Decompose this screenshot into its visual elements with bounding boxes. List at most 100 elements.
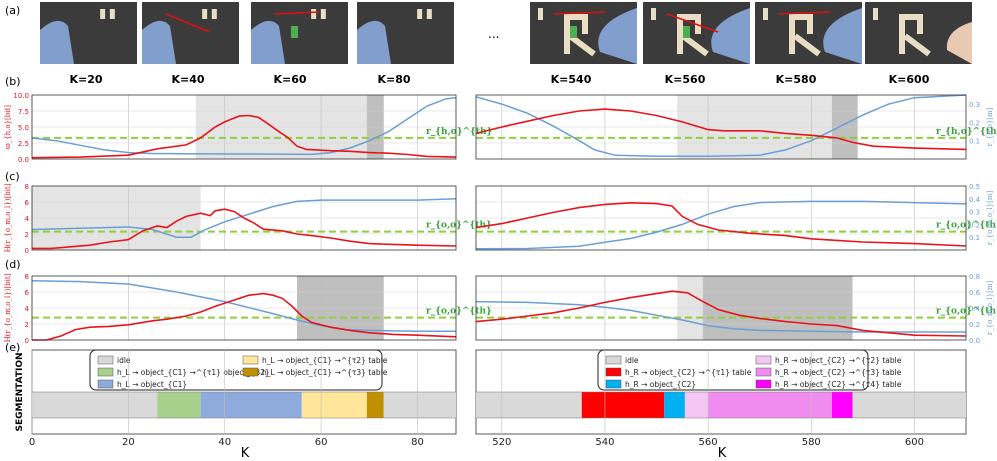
panel-d-left: r_{o,o}^{th} 0 2 4 6 8 H(r_{o_m,o_l})[bit] (4, 273, 492, 345)
video-frames (40, 2, 972, 64)
legend-item: h_R → object_{C2} (605, 379, 696, 389)
x-axes: 0 20 40 60 80 520 540 560 580 600 (29, 350, 924, 448)
y2-tick-label: 0.3 (969, 209, 980, 217)
segment-bar (831, 392, 853, 418)
segment-bar (157, 392, 201, 418)
panel-c-right: r_{o,o}^{th} 0.1 0.2 0.3 0.4 0.5 r_{o_m,o_l}[m… (475, 183, 997, 251)
y-tick-label: 0 (25, 337, 29, 345)
legend-swatch (97, 379, 114, 389)
wood-block (320, 9, 326, 19)
y2-tick-label: 0.4 (969, 305, 981, 313)
y2-axis-label: r_{o_m,o_l}[m] (986, 191, 994, 246)
y-axis-label: H(r_{o_m,o_l})[bit] (4, 273, 12, 342)
hand-real (946, 22, 972, 64)
y-axis-label: H(r_{o_m,o_l})[bit] (4, 183, 12, 252)
wood-block (903, 33, 931, 57)
segment-bar (664, 392, 685, 418)
legend-label: h_R → object_{C2} →^{τ2} table (775, 356, 902, 365)
hand-overlay (598, 8, 637, 64)
segment-bar (32, 392, 158, 418)
threshold-label: r_{o,o}^{th} (936, 307, 997, 317)
highlight-box (683, 26, 690, 38)
legend-swatch (605, 355, 622, 365)
threshold-label: r_{o,o}^{th} (426, 221, 492, 231)
legend-item: h_L → object_{C1} →^{τ1} object_{B2} (97, 367, 270, 377)
legend-swatch (605, 367, 622, 377)
k-label-60: K=60 (273, 73, 306, 86)
wood-block (564, 14, 586, 20)
y-tick-label: 8 (25, 273, 29, 281)
legend-label: h_L → object_{C1} →^{τ2} table (262, 356, 388, 365)
y-tick-label: 8 (25, 183, 29, 191)
segmentation-e-left: idle h_L → object_{C1} →^{τ1} object_{B2}… (31, 349, 457, 435)
wood-block (677, 14, 699, 20)
wood-block (807, 14, 813, 34)
y2-tick-label: 0.1 (969, 138, 980, 146)
hand-overlay (142, 20, 176, 64)
ellipsis: ... (488, 27, 499, 41)
y2-tick-label: 0.5 (969, 183, 980, 191)
panel-label-a: (a) (5, 4, 20, 17)
video-frame-0 (40, 2, 137, 64)
x-tick-label: 20 (122, 437, 135, 448)
legend-swatch (755, 367, 772, 377)
k-label-40: K=40 (171, 73, 204, 86)
plot-frame (31, 185, 457, 251)
wood-block (695, 14, 701, 34)
wood-block (789, 14, 811, 20)
x-tick-label: 60 (315, 437, 328, 448)
y-tick-label: 4 (25, 305, 30, 313)
series-line-blue (475, 200, 967, 250)
panel-b-left: r_{h,o}^{th} 0.0 2.5 5.0 7.5 10.0ϖ_{h,o}[bit] (4, 92, 493, 164)
legend: idle h_R → object_{C2} →^{τ1} table h_R → … (597, 349, 902, 391)
k-label-560: K=560 (665, 73, 706, 86)
wood-block (763, 8, 768, 20)
legend-item: idle (605, 355, 639, 365)
video-frame-2 (251, 2, 348, 64)
attention-line (553, 11, 605, 15)
plot-frame (475, 94, 967, 160)
video-frame-5 (643, 2, 750, 64)
plot-frame (475, 185, 967, 251)
legend-item: idle (97, 355, 131, 365)
video-frame-1 (142, 2, 239, 64)
legend-label: idle (117, 356, 131, 365)
frame-k-labels: K=20 K=40 K=60 K=80 K=540 K=560 K=580 K=… (69, 73, 929, 86)
y-tick-label: 2.5 (18, 140, 29, 148)
wood-block (793, 33, 821, 57)
segmentation-panels: idle h_L → object_{C1} →^{τ1} object_{B2}… (31, 349, 967, 435)
attention-line (666, 13, 719, 33)
legend-swatch (755, 355, 772, 365)
y2-tick-label: 0.1 (969, 234, 980, 242)
y2-tick-label: 0.4 (969, 196, 981, 204)
series-line-red (475, 108, 967, 151)
threshold-label: r_{h,o}^{th} (426, 127, 493, 137)
wood-block (417, 9, 423, 19)
plot-frame (31, 94, 457, 160)
legend-item: h_L → object_{C1} (97, 379, 187, 389)
attention-line (778, 11, 830, 15)
legend-swatch (97, 367, 114, 377)
panel-label-e: (e) (5, 341, 20, 354)
segment-bar (301, 392, 367, 418)
y-tick-label: 6 (25, 289, 30, 297)
segment-bar (684, 392, 709, 418)
hand-overlay (251, 20, 285, 64)
k-label-600: K=600 (889, 73, 930, 86)
y-tick-label: 0 (25, 247, 29, 255)
segment-bar (581, 392, 665, 418)
series-line-red (32, 292, 457, 341)
video-frame-4 (530, 2, 637, 64)
wood-block (426, 9, 432, 19)
segment-bar (708, 392, 832, 418)
x-tick-label: 580 (802, 437, 821, 448)
k-label-580: K=580 (776, 73, 817, 86)
hand-overlay (711, 8, 750, 64)
video-frame-7 (865, 2, 972, 64)
wood-block (311, 9, 317, 19)
y2-tick-label: 0.0 (969, 337, 980, 345)
x-axis-label-left: K (241, 446, 250, 461)
segment-bar (852, 392, 966, 418)
segmentation-ylabel: SEGMENTATION (15, 352, 25, 431)
